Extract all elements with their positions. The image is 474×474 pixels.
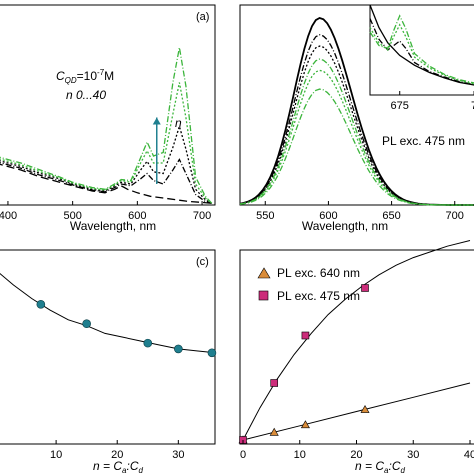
- panel-b-xlabel: Wavelength, nm: [302, 219, 388, 233]
- panel-c-point: [174, 344, 183, 354]
- panel-c-point: [82, 319, 91, 329]
- panel-c-x-tick-label: 10: [50, 449, 62, 461]
- panel-b-x-tick-label: 600: [319, 210, 337, 222]
- panel-a-series-3: [0, 82, 213, 204]
- panel-d-triangle-point: [360, 404, 370, 413]
- panel-b-inset-plot: [369, 4, 474, 86]
- panel-c-frame: [0, 249, 216, 445]
- panel-b-inset-series-1: [369, 18, 474, 86]
- panel-b-inset-series-3: [369, 14, 474, 84]
- panel-c-xlabel: n = Ca:Cd: [93, 459, 143, 474]
- panel-a: (a) CQD=10-7M n 0...40 n 400 500 600 700 Wa…: [0, 4, 216, 233]
- panel-b-plot: [239, 17, 474, 206]
- panel-a-arrow-head: [152, 117, 161, 125]
- panel-a-label: (a): [196, 11, 209, 23]
- panel-a-x-tick-label: 600: [128, 210, 146, 222]
- panel-a-plot: [0, 47, 213, 204]
- panel-c: (c) 10 20 30 n = Ca:Cd: [0, 249, 217, 474]
- panel-d: PL exc. 640 nm PL exc. 475 nm 0 10 20 30 40 …: [238, 240, 474, 474]
- panel-a-concentration: CQD=10-7M: [56, 68, 114, 85]
- panel-a-x-tick-label: 700: [193, 210, 211, 222]
- panel-b-frame: [239, 4, 474, 206]
- panel-c-point: [143, 338, 153, 348]
- panel-c-x-tick-label: 30: [172, 449, 184, 461]
- panel-d-x-tick-label: 0: [240, 449, 246, 461]
- panel-c-point: [36, 300, 46, 309]
- panel-c-x-ticks: 10 20 30: [50, 440, 184, 461]
- panel-a-xlabel: Wavelength, nm: [70, 219, 156, 233]
- panel-b-inset-x-tick-label: 675: [391, 100, 409, 112]
- panel-c-plot: [0, 272, 217, 358]
- legend-label-640: PL exc. 640 nm: [277, 266, 360, 280]
- panel-b-x-tick-label: 550: [256, 210, 274, 222]
- panel-b-annotation: PL exc. 475 nm: [382, 134, 465, 148]
- panel-b-inset-series-2: [369, 23, 474, 85]
- panel-d-x-ticks: 0 10 20 30 40: [240, 440, 474, 461]
- panel-d-x-tick-label: 30: [407, 449, 419, 461]
- panel-c-point: [207, 348, 217, 358]
- panel-d-frame: [239, 249, 474, 445]
- panel-b-inset-ticks: 675 7: [391, 91, 474, 112]
- panel-d-square-point: [361, 284, 369, 292]
- panel-d-legend: PL exc. 640 nm PL exc. 475 nm: [257, 266, 360, 303]
- panel-b-series-3: [239, 58, 474, 206]
- panel-c-label: (c): [196, 256, 209, 268]
- legend-triangle-marker: [257, 267, 271, 279]
- legend-square-marker: [258, 290, 269, 301]
- panel-a-x-ticks: 400 500 600 700: [0, 201, 211, 222]
- panel-b: 675 7 PL exc. 475 nm 550 600 650 700 Wavelen…: [239, 4, 474, 233]
- panel-a-series-0: [0, 163, 212, 204]
- panel-d-triangle-point: [300, 420, 310, 429]
- panel-b-series-0: [239, 17, 474, 206]
- panel-d-triangle-point: [269, 427, 279, 436]
- panel-b-x-tick-label: 700: [446, 210, 464, 222]
- panel-a-frame: [0, 4, 216, 206]
- panel-d-square-point: [270, 379, 279, 387]
- panel-b-x-ticks: 550 600 650 700: [256, 201, 464, 222]
- panel-a-series-4: [0, 47, 213, 204]
- panel-a-x-tick-label: 400: [0, 210, 17, 222]
- panel-a-x-tick-label: 500: [63, 210, 81, 222]
- panel-d-fit-1: [242, 240, 471, 441]
- panel-b-inset-frame: [369, 4, 474, 96]
- panel-d-x-tick-label: 40: [464, 449, 474, 461]
- panel-a-series-1: [0, 158, 212, 204]
- panel-d-x-tick-label: 20: [350, 449, 362, 461]
- panel-a-n-range: n 0...40: [66, 88, 106, 102]
- panel-d-fit-0: [242, 382, 471, 441]
- panel-b-x-tick-label: 650: [382, 210, 400, 222]
- panel-d-square-point: [301, 331, 310, 340]
- panel-b-series-4: [239, 69, 474, 206]
- panel-c-fit-curve: [0, 272, 216, 354]
- panel-d-xlabel: n = Ca:Cd: [355, 459, 405, 474]
- panel-c-x-tick-label: 20: [111, 449, 123, 461]
- panel-b-series-5: [239, 88, 474, 206]
- panel-a-arrow-label: n: [175, 116, 182, 130]
- panel-b-inset-series-0: [369, 4, 474, 86]
- legend-label-475: PL exc. 475 nm: [277, 289, 360, 303]
- panel-d-x-tick-label: 10: [294, 449, 306, 461]
- panel-b-inset-x-tick-label: 7: [471, 100, 474, 112]
- panel-b-series-2: [239, 45, 474, 206]
